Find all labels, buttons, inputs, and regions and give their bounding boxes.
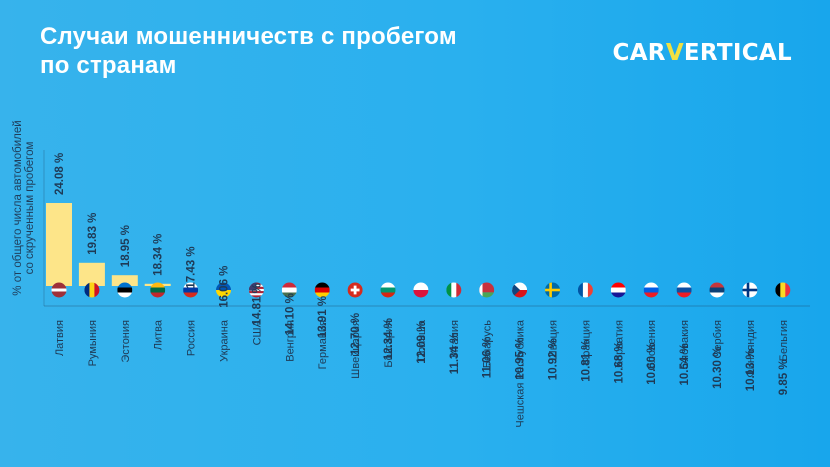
value-label-3: 18.34 % [153,234,165,276]
value-label-11: 12.09 % [416,321,428,363]
bar-1 [78,262,105,286]
value-label-7: 14.10 % [284,293,296,335]
flag-slovakia-icon [676,282,692,298]
carvertical-logo: CARVERTICAL [613,40,792,70]
value-label-8: 13.91 % [317,296,329,338]
flag-serbia-icon [709,282,725,298]
value-label-14: 10.95 % [515,337,527,379]
x-tick-label-5: Украина [219,319,231,362]
flag-belarus-icon [479,282,495,298]
value-label-16: 10.81 % [580,339,592,381]
value-label-6: 14.81 % [251,283,263,325]
value-label-22: 9.85 % [778,359,790,395]
flag-italy-icon [446,282,462,298]
x-tick-label-8: Германия [317,320,329,369]
flag-lithuania-icon [150,282,166,298]
flag-slovenia-icon [643,282,659,298]
value-label-1: 19.83 % [87,213,99,255]
x-tick-label-12: Италия [449,320,461,358]
x-tick-label-1: Румыния [87,320,99,366]
x-tick-labels: Латвия Румыния Эстония Литва Россия Украина СШ… [54,319,790,427]
x-tick-label-2: Эстония [120,320,132,363]
value-label-2: 18.95 % [120,225,132,267]
x-tick-label-11: Польша [416,319,428,361]
x-tick-label-17: Хорватия [613,320,625,368]
value-label-20: 10.30 % [712,347,724,389]
value-label-9: 12.70 % [350,313,362,355]
x-tick-label-22: Бельгия [778,320,790,361]
x-tick-label-0: Латвия [54,320,66,356]
value-label-5: 16.06 % [219,266,231,308]
flag-france-icon [577,282,593,298]
value-label-13: 11.06 % [482,337,494,379]
x-tick-label-15: Швеция [548,320,560,360]
x-tick-label-20: Сербия [712,320,724,359]
x-tick-label-19: Словакия [679,320,691,369]
flag-switzerland-icon [347,282,363,298]
bar-2 [111,275,138,286]
title-line-1: Случаи мошенничеств с пробегом [40,23,457,50]
value-label-0: 24.08 % [54,153,66,195]
flag-ukraine-icon [216,282,231,298]
x-tick-label-6: США [251,319,263,345]
flag-sweden-icon [545,282,560,298]
bar-0 [46,203,72,286]
flag-czech-republic-icon [512,282,528,298]
x-tick-label-14: Чешская Республика [515,319,527,427]
x-tick-label-18: Словения [646,320,658,371]
x-tick-label-4: Россия [186,320,198,356]
flag-russia-icon [183,282,199,298]
x-tick-label-13: Беларусь [482,320,494,368]
flag-croatia-icon [610,282,626,298]
flag-belgium-icon [775,282,791,298]
value-label-18: 10.60 % [646,342,658,384]
value-label-12: 11.34 % [449,333,461,375]
bars [46,203,171,286]
flag-usa-icon [248,282,264,298]
x-tick-label-9: Швейцария [350,320,362,379]
page-title: Случаи мошенничеств с пробегом по страна… [40,22,600,80]
flag-hungary-icon [281,282,297,298]
flags [51,282,791,298]
value-label-10: 12.34 % [383,318,395,360]
flag-finland-icon [742,282,758,298]
x-tick-label-21: Финляндия [745,320,757,378]
flag-latvia-icon [51,282,67,298]
logo-highlight: V [665,40,684,66]
title-line-2: по странам [40,52,177,79]
value-label-21: 10.13 % [745,349,757,391]
logo-suffix: ERTICAL [683,40,792,66]
x-tick-label-16: Франция [580,320,592,365]
value-label-17: 10.68 % [613,341,625,383]
value-label-15: 10.92 % [548,338,560,380]
x-tick-label-3: Литва [153,319,165,350]
value-label-4: 17.43 % [186,246,198,288]
flag-germany-icon [314,282,330,298]
flag-estonia-icon [117,282,133,298]
flag-romania-icon [84,282,100,298]
flag-poland-icon [413,282,429,298]
value-labels: 24.08 % 19.83 % 18.95 % 18.34 % 17.43 % 16.06… [54,153,790,395]
logo-prefix: CAR [612,40,666,66]
flag-bulgaria-icon [380,282,396,298]
x-tick-label-7: Венгрия [284,320,296,362]
value-label-19: 10.54 % [679,343,691,385]
x-tick-label-10: Болгария [383,320,395,368]
